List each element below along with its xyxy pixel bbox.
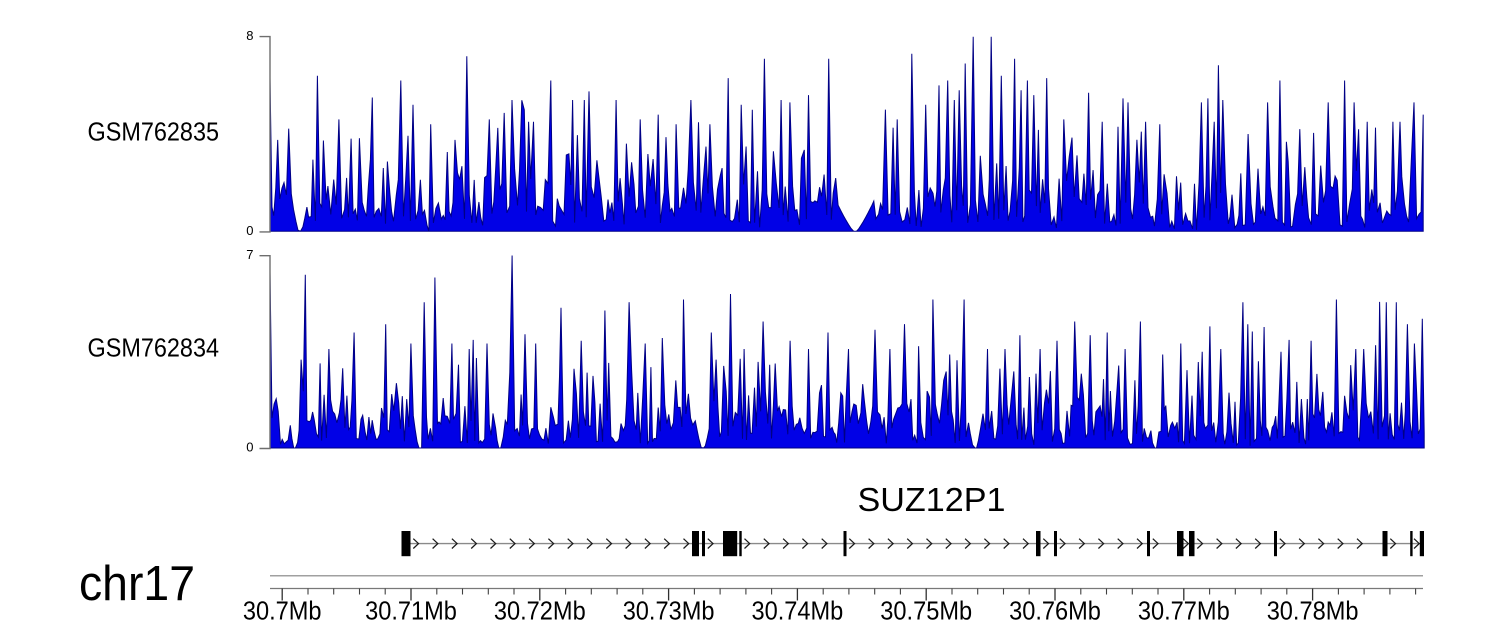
svg-text:30.7Mb: 30.7Mb [243,596,322,626]
svg-text:SUZ12P1: SUZ12P1 [858,482,1006,519]
svg-text:0: 0 [246,223,253,238]
svg-text:0: 0 [246,440,253,455]
svg-text:7: 7 [246,247,253,262]
svg-text:30.75Mb: 30.75Mb [880,596,972,626]
svg-text:30.74Mb: 30.74Mb [752,596,844,626]
svg-text:GSM762834: GSM762834 [88,333,220,363]
svg-text:30.78Mb: 30.78Mb [1267,596,1359,626]
svg-text:30.73Mb: 30.73Mb [623,596,715,626]
svg-text:GSM762835: GSM762835 [88,117,220,147]
svg-text:30.72Mb: 30.72Mb [494,596,586,626]
svg-text:30.77Mb: 30.77Mb [1138,596,1230,626]
svg-text:30.71Mb: 30.71Mb [365,596,457,626]
svg-text:chr17: chr17 [79,557,195,611]
svg-text:30.76Mb: 30.76Mb [1009,596,1101,626]
svg-text:8: 8 [246,28,253,43]
